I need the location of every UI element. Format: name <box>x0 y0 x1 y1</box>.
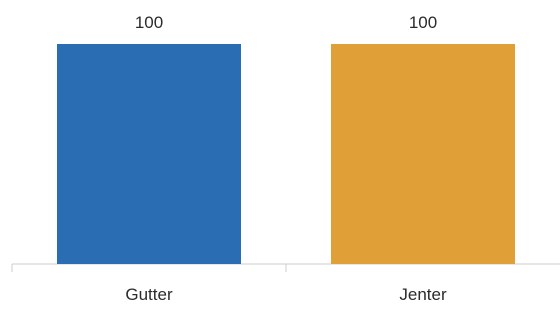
bar-jenter <box>331 44 515 264</box>
x-axis-ticks <box>12 264 286 272</box>
x-tick-label-gutter: Gutter <box>125 285 173 304</box>
bar-gutter <box>57 44 241 264</box>
data-labels: 100 100 <box>135 13 437 32</box>
bar-series <box>57 44 515 264</box>
data-label-gutter: 100 <box>135 13 163 32</box>
data-label-jenter: 100 <box>409 13 437 32</box>
x-axis-tick-labels: Gutter Jenter <box>125 285 447 304</box>
x-tick-label-jenter: Jenter <box>399 285 447 304</box>
